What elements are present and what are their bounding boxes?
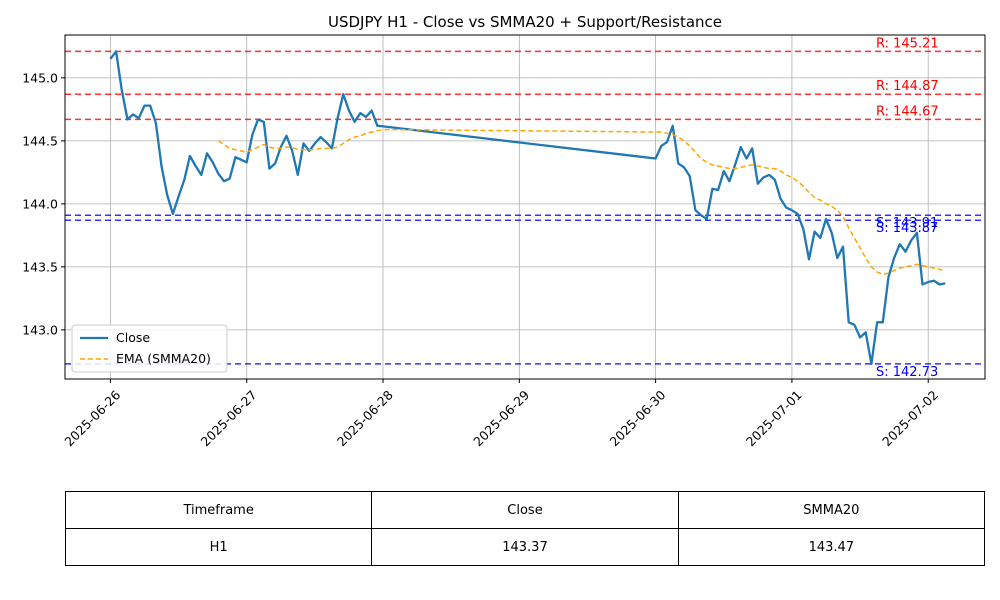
series-lines (109, 50, 946, 366)
legend: Close EMA (SMMA20) (71, 324, 228, 373)
legend-close-label: Close (116, 330, 150, 345)
resistance-label: R: 144.67 (876, 104, 939, 119)
table-cell: 143.37 (371, 528, 679, 566)
chart-title: USDJPY H1 - Close vs SMMA20 + Support/Re… (328, 13, 722, 31)
plot-frame (64, 34, 986, 380)
table-cell: H1 (64, 528, 373, 566)
x-tick-label: 2025-07-01 (743, 387, 805, 449)
summary-table: Timeframe Close SMMA20 H1 143.37 143.47 (64, 491, 986, 566)
x-tick-label: 2025-06-28 (334, 387, 396, 449)
support-label: S: 143.91 (876, 216, 938, 231)
table-header-row: Timeframe Close SMMA20 (64, 491, 986, 529)
close-line (109, 50, 946, 366)
y-tick-label: 145.0 (22, 70, 58, 85)
table-header-cell: Close (371, 491, 679, 529)
x-tick-label: 2025-06-27 (198, 387, 260, 449)
x-tick-label: 2025-06-29 (470, 387, 532, 449)
x-tick-label: 2025-06-26 (61, 387, 123, 449)
resistance-label: R: 144.87 (876, 79, 939, 94)
resistance-label: R: 145.21 (876, 36, 939, 51)
support-label: S: 143.87 (876, 221, 938, 236)
y-tick-label: 143.0 (22, 322, 58, 337)
x-axis-ticks: 2025-06-26 2025-06-27 2025-06-28 2025-06-29… (61, 379, 941, 449)
table-header-cell: SMMA20 (677, 491, 986, 529)
y-tick-label: 144.0 (22, 196, 58, 211)
y-axis-ticks: 143.0 143.5 144.0 144.5 145.0 (22, 70, 65, 337)
x-tick-label: 2025-06-30 (607, 387, 669, 449)
support-resistance-levels (65, 50, 985, 365)
table-header-cell: Timeframe (64, 491, 373, 529)
price-chart: USDJPY H1 - Close vs SMMA20 + Support/Re… (22, 13, 986, 449)
level-labels: R: 145.21R: 144.87R: 144.67S: 143.91S: 1… (876, 36, 939, 379)
support-label: S: 142.73 (876, 365, 938, 380)
x-tick-label: 2025-07-02 (879, 387, 941, 449)
smma20-line (217, 128, 946, 276)
y-tick-label: 144.5 (22, 133, 58, 148)
table-cell: 143.47 (677, 528, 986, 566)
y-tick-label: 143.5 (22, 259, 58, 274)
legend-ema-label: EMA (SMMA20) (116, 351, 211, 366)
table-row: H1 143.37 143.47 (64, 528, 986, 566)
legend-box (71, 324, 228, 373)
